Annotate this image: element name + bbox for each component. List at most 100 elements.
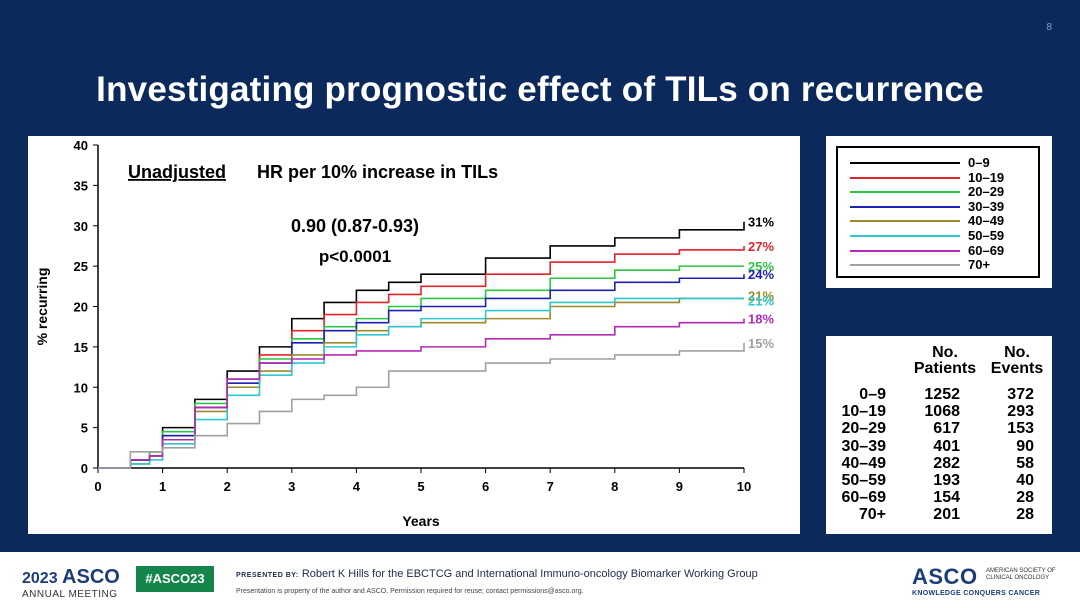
y-tick-label: 40 xyxy=(74,138,88,153)
legend-item: 70+ xyxy=(838,257,1038,273)
legend-label: 10–19 xyxy=(968,169,1005,185)
table-header-events-2: Events xyxy=(990,360,1044,377)
legend-swatch xyxy=(850,191,960,194)
table-cell-patients: 282 xyxy=(933,454,960,472)
x-axis-label: Years xyxy=(402,513,440,529)
legend-item: 10–19 xyxy=(838,169,1038,185)
y-tick-label: 5 xyxy=(81,421,88,436)
org-tagline: KNOWLEDGE CONQUERS CANCER xyxy=(912,590,1041,597)
legend-label: 30–39 xyxy=(968,198,1005,214)
series-end-label-1: 27% xyxy=(748,239,774,254)
table-cell-patients: 1068 xyxy=(924,403,960,421)
org-name: AMERICAN SOCIETY OF CLINICAL ONCOLOGY xyxy=(986,568,1056,581)
presented-by-label: PRESENTED BY: xyxy=(236,572,299,579)
x-tick-label: 2 xyxy=(224,479,231,494)
series-line-5 xyxy=(98,297,744,469)
legend-label: 70+ xyxy=(968,257,991,273)
permission-note: Presentation is property of the author a… xyxy=(236,588,584,595)
x-tick-label: 8 xyxy=(611,479,618,494)
hr-prefix: Unadjusted xyxy=(128,162,226,182)
y-tick-label: 25 xyxy=(74,259,88,274)
asco-org-logo: ASCO AMERICAN SOCIETY OF CLINICAL ONCOLO… xyxy=(912,564,1056,597)
table-cell-events: 90 xyxy=(1016,437,1034,455)
table-cell-events: 28 xyxy=(1016,489,1034,507)
x-tick-label: 1 xyxy=(159,479,166,494)
series-end-label-0: 31% xyxy=(748,215,774,230)
legend-swatch xyxy=(850,205,960,208)
table-cell-group: 40–49 xyxy=(841,454,887,472)
series-end-label-7: 15% xyxy=(748,336,774,351)
slide-number: 8 xyxy=(1046,22,1052,33)
table-cell-patients: 617 xyxy=(933,420,960,438)
table-cell-patients: 401 xyxy=(933,437,960,455)
legend-item: 0–9 xyxy=(838,155,1038,170)
survival-chart: 0 5 10 15 20 25 30 35 40 0 1 2 3 4 5 6 7 8 9 10 Years % recur… xyxy=(34,138,774,529)
series-line-7 xyxy=(98,342,745,469)
table-cell-patients: 193 xyxy=(933,472,960,489)
x-tick-label: 6 xyxy=(482,479,489,494)
series-end-label-3: 24% xyxy=(748,267,774,282)
meeting-year: 2023 xyxy=(22,570,58,587)
table-header-patients-2: Patients xyxy=(913,360,977,377)
legend-swatch xyxy=(850,249,960,252)
legend-item: 20–29 xyxy=(838,184,1038,199)
x-tick-label: 9 xyxy=(676,479,683,494)
legend-label: 0–9 xyxy=(968,155,990,170)
table-cell-events: 293 xyxy=(1007,403,1034,421)
table-cell-group: 0–9 xyxy=(859,386,886,403)
legend-item: 50–59 xyxy=(838,228,1038,243)
counts-table: No. Patients No. Events 0–9 1252 372 10–19 1… xyxy=(826,336,1052,534)
table-cell-events: 58 xyxy=(1016,454,1034,472)
legend-swatch xyxy=(850,264,960,267)
legend-swatch xyxy=(850,176,960,179)
meeting-brand: ASCO xyxy=(62,566,120,588)
y-tick-label: 30 xyxy=(74,219,88,234)
hr-suffix: HR per 10% increase in TILs xyxy=(257,162,498,182)
x-tick-label: 10 xyxy=(737,479,751,494)
series-end-label-6: 18% xyxy=(748,312,774,327)
y-tick-label: 15 xyxy=(74,340,88,355)
table-cell-group: 30–39 xyxy=(841,437,887,455)
chart-panel: 0 5 10 15 20 25 30 35 40 0 1 2 3 4 5 6 7 8 9 10 Years % recur… xyxy=(28,136,800,534)
x-tick-label: 0 xyxy=(94,479,101,494)
presenter-name: Robert K Hills for the EBCTCG and Intern… xyxy=(301,568,758,580)
slide-title: Investigating prognostic effect of TILs … xyxy=(96,70,984,109)
p-value: p<0.0001 xyxy=(319,247,391,266)
table-cell-patients: 1252 xyxy=(924,386,960,403)
legend-label: 50–59 xyxy=(968,228,1005,243)
x-tick-label: 5 xyxy=(417,479,424,494)
table-cell-events: 372 xyxy=(1007,386,1034,403)
x-tick-label: 4 xyxy=(353,479,361,494)
y-tick-label: 20 xyxy=(74,300,88,315)
table-cell-events: 28 xyxy=(1016,506,1034,524)
series-end-label-5: 21% xyxy=(748,293,774,308)
legend-panel: 0–9 10–19 20–29 30–39 40–49 50–59 60–69 70+ xyxy=(826,136,1052,288)
org-brand: ASCO xyxy=(912,564,978,589)
meeting-logo: 2023 ASCO ANNUAL MEETING xyxy=(22,566,120,600)
table-cell-patients: 201 xyxy=(933,506,960,524)
y-tick-label: 10 xyxy=(74,380,88,395)
table-cell-events: 153 xyxy=(1007,420,1034,438)
legend-swatch xyxy=(850,220,960,223)
legend-item: 30–39 xyxy=(838,198,1038,214)
table-header-patients-1: No. xyxy=(932,344,958,361)
x-tick-label: 7 xyxy=(547,479,554,494)
table-cell-group: 70+ xyxy=(858,506,886,524)
x-tick-label: 3 xyxy=(288,479,295,494)
table-cell-events: 40 xyxy=(1016,472,1034,489)
series-line-6 xyxy=(98,318,745,469)
table-cell-group: 20–29 xyxy=(841,420,887,438)
series-end-label-2: 25% xyxy=(748,259,774,274)
presented-by: PRESENTED BY: Robert K Hills for the EBC… xyxy=(236,568,758,580)
table-cell-group: 60–69 xyxy=(841,489,887,507)
legend-swatch xyxy=(850,162,960,164)
y-tick-label: 0 xyxy=(81,461,88,476)
legend: 0–9 10–19 20–29 30–39 40–49 50–59 60–69 70+ xyxy=(836,146,1040,278)
hr-value: 0.90 (0.87-0.93) xyxy=(291,216,419,236)
series-end-label-4: 21% xyxy=(748,288,774,303)
meeting-name: ANNUAL MEETING xyxy=(22,589,118,600)
hashtag-badge: #ASCO23 xyxy=(136,566,214,592)
table-cell-patients: 154 xyxy=(933,489,960,507)
legend-label: 40–49 xyxy=(968,213,1005,229)
